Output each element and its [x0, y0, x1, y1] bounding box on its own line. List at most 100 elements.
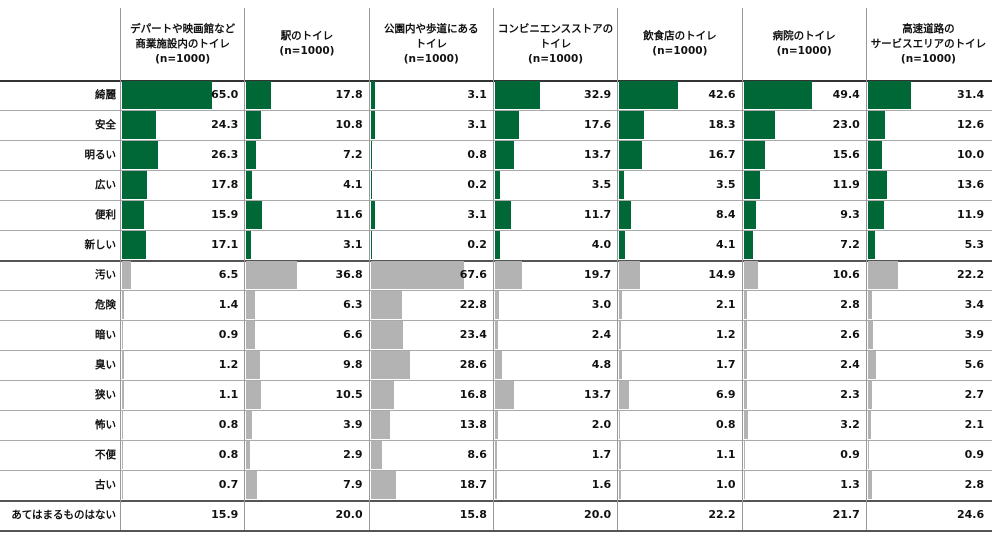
cell: 0.9 — [741, 440, 866, 470]
bar — [743, 441, 745, 469]
bar — [619, 171, 625, 199]
bar — [122, 261, 131, 289]
value-label: 13.8 — [459, 418, 487, 431]
value-label: 1.7 — [591, 448, 612, 461]
cell: 17.8 — [120, 170, 244, 200]
cell: 13.7 — [492, 140, 617, 170]
bar — [122, 81, 212, 109]
value-label: 2.4 — [591, 328, 612, 341]
value-label: 3.1 — [343, 238, 363, 251]
cell: 22.2 — [865, 260, 990, 290]
value-label: 15.6 — [832, 148, 860, 161]
row-rule — [0, 140, 992, 141]
header-line: (n=1000) — [279, 45, 335, 57]
cell: 1.3 — [741, 470, 866, 500]
value-label: 2.7 — [964, 388, 985, 401]
cell: 13.6 — [865, 170, 990, 200]
row-rule — [0, 320, 992, 321]
header-line: 駅のトイレ — [280, 30, 334, 42]
cell: 18.7 — [368, 470, 493, 500]
bar — [867, 411, 871, 439]
bar — [122, 171, 147, 199]
value-label: 6.5 — [218, 268, 239, 281]
cell: 15.9 — [120, 200, 244, 230]
value-label: 1.7 — [715, 358, 736, 371]
value-label: 26.3 — [211, 148, 239, 161]
cell: 1.1 — [120, 380, 244, 410]
value-label: 0.8 — [218, 448, 239, 461]
bar — [246, 351, 260, 379]
column-header: 飲食店のトイレ (n=1000) — [617, 8, 741, 80]
cell: 0.8 — [120, 440, 244, 470]
bar — [867, 261, 899, 289]
bar — [743, 81, 812, 109]
header-line: デパートや映画館など — [130, 22, 236, 35]
value-label: 42.6 — [708, 88, 736, 101]
value-label: 3.1 — [467, 208, 487, 221]
cell: 17.6 — [492, 110, 617, 140]
bar — [619, 261, 640, 289]
bar — [494, 291, 500, 319]
cell: 18.3 — [617, 110, 741, 140]
cell: 4.8 — [492, 350, 617, 380]
value-label: 3.1 — [467, 118, 487, 131]
value-label: 3.9 — [343, 418, 363, 431]
value-label: 18.3 — [708, 118, 736, 131]
value-label: 3.4 — [964, 298, 985, 311]
bar — [867, 171, 887, 199]
bar — [619, 201, 631, 229]
cell: 2.4 — [492, 320, 617, 350]
row-label: 臭い — [95, 359, 116, 371]
cell: 10.0 — [865, 140, 990, 170]
value-label: 2.1 — [715, 298, 736, 311]
cell: 0.2 — [368, 170, 493, 200]
cell: 7.2 — [244, 140, 368, 170]
cell: 32.9 — [492, 80, 617, 110]
bar — [494, 321, 499, 349]
bar — [494, 171, 500, 199]
cell: 21.7 — [741, 500, 866, 530]
cell: 2.1 — [617, 290, 741, 320]
cell: 2.6 — [741, 320, 866, 350]
bar — [867, 141, 882, 169]
header-line: (n=1000) — [652, 45, 708, 57]
value-label: 31.4 — [956, 88, 985, 101]
cell: 0.2 — [368, 230, 493, 260]
column-header: 高速道路の サービスエリアのトイレ (n=1000) — [865, 8, 990, 80]
bar — [494, 261, 523, 289]
cell: 8.6 — [368, 440, 493, 470]
value-label: 22.2 — [708, 508, 736, 521]
cell: 24.3 — [120, 110, 244, 140]
bar — [246, 291, 255, 319]
value-label: 32.9 — [584, 88, 612, 101]
bar — [246, 261, 298, 289]
value-label: 16.8 — [459, 388, 487, 401]
value-label: 23.4 — [459, 328, 487, 341]
row-label: 安全 — [95, 119, 116, 131]
column-header: コンビニエンスストアの トイレ (n=1000) — [492, 8, 617, 80]
row-rule — [0, 530, 992, 532]
bar — [619, 321, 621, 349]
cell: 7.2 — [741, 230, 866, 260]
row-label: 古い — [95, 479, 116, 491]
cell: 10.8 — [244, 110, 368, 140]
value-label: 4.8 — [591, 358, 612, 371]
bar — [743, 111, 776, 139]
row-rule — [0, 440, 992, 441]
header-line: (n=1000) — [776, 45, 832, 57]
value-label: 4.0 — [591, 238, 612, 251]
header-line: (n=1000) — [155, 52, 211, 65]
bar — [619, 81, 678, 109]
bar — [246, 201, 263, 229]
value-label: 10.5 — [335, 388, 363, 401]
value-label: 1.0 — [715, 478, 736, 491]
bar — [246, 471, 258, 499]
value-label: 0.2 — [467, 178, 487, 191]
cell: 3.2 — [741, 410, 866, 440]
value-label: 8.6 — [467, 448, 487, 461]
cell: 26.3 — [120, 140, 244, 170]
cell: 22.2 — [617, 500, 741, 530]
cell: 11.9 — [741, 170, 866, 200]
value-label: 2.8 — [964, 478, 985, 491]
row-label: 狭い — [95, 389, 116, 401]
